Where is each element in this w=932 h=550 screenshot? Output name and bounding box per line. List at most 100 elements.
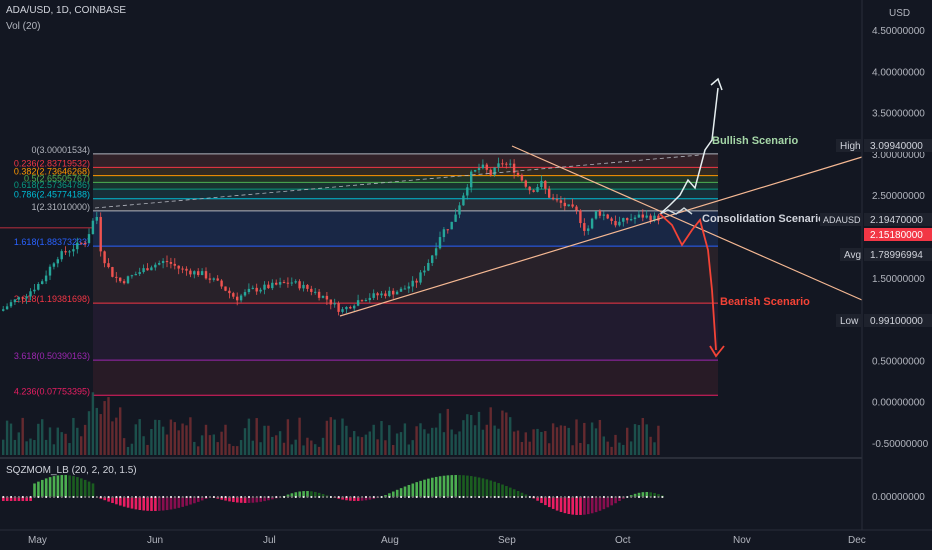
- price-stat-labels: High 3.09940000 ADAUSD 2.19470000 2.1518…: [820, 139, 932, 327]
- bullish-scenario-path[interactable]: [659, 87, 719, 215]
- momentum-bar: [130, 497, 134, 509]
- squeeze-dot: [181, 496, 184, 498]
- candle-body: [239, 295, 243, 301]
- volume-indicator-label[interactable]: Vol (20): [6, 21, 41, 32]
- squeeze-dot: [263, 496, 266, 498]
- squeeze-dot: [649, 496, 652, 498]
- consolidation-path[interactable]: [659, 207, 693, 215]
- squeeze-dot: [88, 496, 90, 498]
- volume-bar: [431, 427, 434, 455]
- volume-bar: [337, 445, 340, 455]
- squeeze-dot: [259, 496, 262, 498]
- drawings[interactable]: [94, 77, 863, 358]
- rising-trendline[interactable]: [339, 156, 863, 317]
- fib-zone: [93, 210, 718, 247]
- momentum-bar: [220, 497, 223, 500]
- volume-bar: [571, 445, 574, 455]
- volume-bar: [392, 444, 395, 455]
- fib-level-label: 0.5(2.65505767): [24, 173, 90, 183]
- momentum-bar: [470, 476, 473, 497]
- momentum-bar: [368, 497, 372, 500]
- candle-body: [169, 261, 173, 264]
- candle-body: [606, 214, 609, 219]
- dashed-channel-line[interactable]: [94, 154, 701, 209]
- momentum-bar: [5, 497, 9, 501]
- volume-bar: [243, 428, 247, 455]
- candle-body: [598, 211, 602, 216]
- momentum-bar: [41, 479, 44, 497]
- fib-level-label: 0.786(2.45774188): [14, 190, 90, 200]
- candle-body: [657, 215, 660, 221]
- squeeze-dot: [2, 496, 5, 498]
- falling-trendline[interactable]: [511, 145, 863, 301]
- squeeze-dot: [587, 496, 590, 498]
- volume-bar: [384, 440, 387, 455]
- candle-body: [509, 163, 512, 165]
- squeeze-dot: [349, 496, 352, 498]
- candle-body: [64, 251, 67, 253]
- squeeze-dot: [146, 496, 149, 498]
- fib-zone: [93, 175, 718, 183]
- candle-body: [555, 199, 559, 201]
- volume-bar: [419, 423, 422, 455]
- time-axis[interactable]: May Jun Jul Aug Sep Oct Nov Dec: [28, 535, 866, 546]
- volume-bar: [407, 444, 410, 455]
- squeeze-dot: [310, 496, 313, 498]
- momentum-bar: [154, 497, 157, 511]
- candle-body: [454, 214, 457, 222]
- time-tick-label: Oct: [615, 535, 631, 546]
- indicator-label[interactable]: SQZMOM_LB (20, 2, 20, 1.5): [6, 465, 137, 476]
- fib-zones: [93, 153, 718, 396]
- candle-body: [563, 202, 566, 207]
- candle-body: [142, 268, 145, 273]
- volume-bar: [411, 440, 414, 455]
- candle-body: [520, 174, 524, 181]
- squeeze-dot: [564, 496, 566, 498]
- squeeze-dot: [279, 496, 282, 498]
- squeeze-dot: [544, 496, 547, 498]
- volume-bar: [594, 428, 598, 455]
- volume-bar: [41, 419, 44, 455]
- volume-bar: [544, 431, 547, 455]
- volume-bar: [602, 436, 605, 455]
- squeeze-dot: [123, 496, 126, 498]
- volume-bar: [216, 442, 219, 455]
- squeeze-dot: [213, 496, 215, 498]
- momentum-bar: [590, 497, 594, 514]
- candle-body: [126, 276, 130, 284]
- volume-bar: [485, 424, 488, 455]
- squeeze-dot: [372, 496, 375, 498]
- squeeze-dot: [622, 496, 625, 498]
- volume-bar: [239, 440, 243, 455]
- bullish-scenario-label: Bullish Scenario: [712, 135, 798, 147]
- volume-bar: [236, 446, 239, 455]
- volume-bar: [512, 431, 516, 455]
- bearish-scenario-path[interactable]: [659, 213, 717, 351]
- squeeze-dot: [115, 496, 118, 498]
- time-tick-label: Jul: [263, 535, 276, 546]
- volume-bar: [154, 419, 157, 455]
- squeeze-dot: [21, 496, 24, 498]
- momentum-bar: [306, 491, 309, 497]
- squeeze-dot: [64, 496, 67, 498]
- squeeze-dot: [240, 496, 243, 498]
- momentum-bar: [286, 494, 290, 497]
- fib-zone: [93, 198, 718, 211]
- momentum-bar: [571, 497, 574, 515]
- symbol-title[interactable]: ADA/USD, 1D, COINBASE: [6, 5, 127, 16]
- bearish-scenario-label: Bearish Scenario: [720, 296, 810, 308]
- low-value: 0.99100000: [870, 316, 923, 327]
- candle-body: [434, 248, 438, 256]
- volume-bar: [353, 431, 356, 455]
- squeeze-dot: [517, 496, 519, 498]
- momentum-bar: [68, 475, 71, 497]
- candle-body: [138, 272, 141, 275]
- volume-bar: [60, 432, 63, 455]
- candle-body: [407, 286, 410, 289]
- squeeze-dot: [119, 496, 122, 498]
- squeeze-dot: [127, 496, 129, 498]
- squeeze-dot: [72, 496, 75, 498]
- squeeze-dot: [493, 496, 496, 498]
- symbol-tag-label: ADAUSD: [823, 215, 861, 225]
